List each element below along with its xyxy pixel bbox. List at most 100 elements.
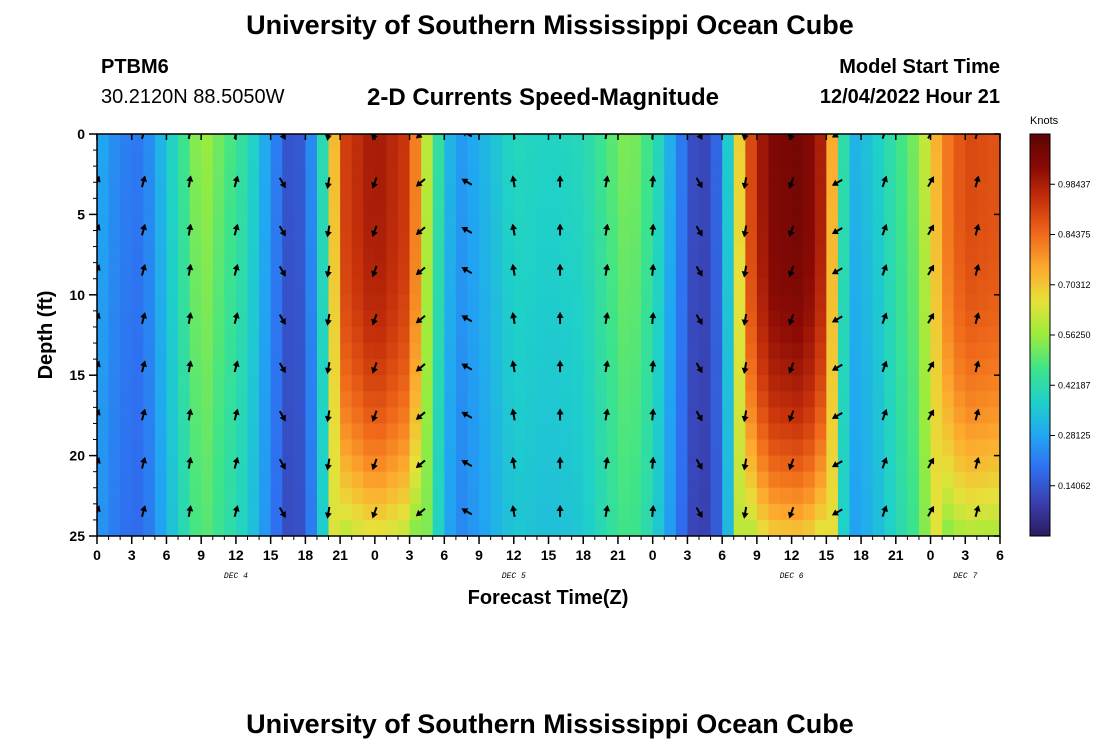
heatmap-cell	[861, 439, 874, 457]
heatmap-cell	[259, 150, 272, 167]
heatmap-cell	[872, 455, 885, 473]
heatmap-cell	[710, 423, 723, 441]
heatmap-cell	[235, 391, 249, 408]
heatmap-cell	[884, 198, 897, 215]
heatmap-cell	[398, 471, 411, 489]
heatmap-cell	[965, 150, 978, 167]
heatmap-cell	[965, 262, 978, 280]
heatmap-cell	[316, 182, 330, 199]
heatmap-cell	[583, 246, 596, 264]
heatmap-cell	[467, 294, 480, 312]
heatmap-cell	[293, 198, 306, 215]
heatmap-cell	[455, 487, 469, 505]
heatmap-cell	[606, 150, 619, 167]
current-arrow	[787, 362, 795, 374]
heatmap-cell	[965, 182, 978, 199]
heatmap-cell	[710, 134, 723, 151]
heatmap-cell	[988, 487, 1000, 505]
heatmap-cell	[178, 423, 191, 441]
current-arrow	[831, 315, 843, 323]
heatmap-cell	[178, 326, 191, 344]
heatmap-cell	[212, 262, 225, 280]
current-arrow	[881, 312, 888, 324]
heatmap-cell	[733, 134, 746, 151]
heatmap-cell	[154, 487, 168, 505]
heatmap-cell	[722, 455, 735, 473]
current-arrow	[603, 175, 611, 188]
current-arrow	[973, 175, 981, 188]
heatmap-cell	[409, 262, 422, 280]
heatmap-cell	[421, 230, 434, 248]
heatmap-cell	[826, 455, 839, 473]
heatmap-cell	[675, 503, 689, 521]
heatmap-cell	[942, 471, 955, 489]
heatmap-cell	[97, 487, 110, 505]
heatmap-cell	[293, 519, 306, 536]
heatmap-cell	[444, 262, 457, 280]
heatmap-cell	[930, 359, 943, 376]
heatmap-cell	[629, 503, 642, 521]
current-arrow	[927, 312, 935, 324]
heatmap-cell	[340, 278, 353, 296]
current-arrow	[278, 265, 286, 277]
heatmap-cell	[166, 246, 179, 264]
current-arrow	[973, 360, 981, 373]
heatmap-cell	[594, 198, 607, 215]
heatmap-cell	[386, 246, 399, 264]
heatmap-cell	[861, 343, 874, 360]
heatmap-cell	[154, 294, 168, 312]
heatmap-cell	[455, 294, 469, 312]
heatmap-cell	[907, 359, 920, 376]
heatmap-cell	[513, 134, 526, 151]
heatmap-cell	[548, 343, 561, 360]
heatmap-cell	[224, 439, 237, 457]
current-arrow	[324, 458, 332, 471]
current-arrow	[371, 458, 378, 471]
heatmap-cell	[432, 326, 445, 344]
heatmap-cell	[617, 407, 631, 425]
heatmap-cell	[293, 310, 306, 328]
heatmap-cell	[178, 150, 191, 167]
heatmap-cell	[768, 407, 781, 425]
heatmap-cell	[212, 343, 225, 360]
heatmap-cell	[745, 134, 758, 151]
heatmap-cell	[652, 487, 665, 505]
current-arrow	[232, 312, 240, 325]
current-arrow	[556, 175, 564, 188]
heatmap-cell	[699, 519, 712, 536]
heatmap-cell	[467, 278, 480, 296]
heatmap-cell	[201, 407, 214, 425]
heatmap-cell	[455, 150, 469, 167]
heatmap-cell	[617, 391, 631, 408]
heatmap-cell	[837, 166, 851, 183]
heatmap-cell	[432, 455, 445, 473]
heatmap-cell	[374, 134, 388, 151]
heatmap-cell	[536, 359, 550, 376]
heatmap-cell	[722, 166, 735, 183]
heatmap-cell	[861, 471, 874, 489]
heatmap-cell	[988, 294, 1000, 312]
heatmap-cell	[536, 519, 550, 536]
heatmap-cell	[409, 487, 422, 505]
heatmap-cell	[305, 359, 318, 376]
heatmap-cell	[340, 439, 353, 457]
heatmap-cell	[583, 375, 596, 392]
heatmap-cell	[583, 407, 596, 425]
heatmap-cell	[536, 391, 550, 408]
heatmap-cell	[837, 343, 851, 360]
heatmap-cell	[432, 134, 445, 151]
heatmap-cell	[398, 375, 411, 392]
heatmap-cell	[525, 246, 538, 264]
current-arrow	[140, 505, 147, 517]
current-arrow	[603, 408, 611, 421]
heatmap-cell	[166, 455, 179, 473]
heatmap-cell	[247, 262, 260, 280]
current-arrow	[787, 265, 795, 278]
heatmap-cell	[143, 166, 156, 183]
heatmap-cell	[363, 503, 376, 521]
heatmap-cell	[235, 326, 249, 344]
heatmap-cell	[282, 423, 295, 441]
current-arrow	[741, 410, 749, 423]
heatmap-cell	[305, 487, 318, 505]
heatmap-cell	[455, 278, 469, 296]
